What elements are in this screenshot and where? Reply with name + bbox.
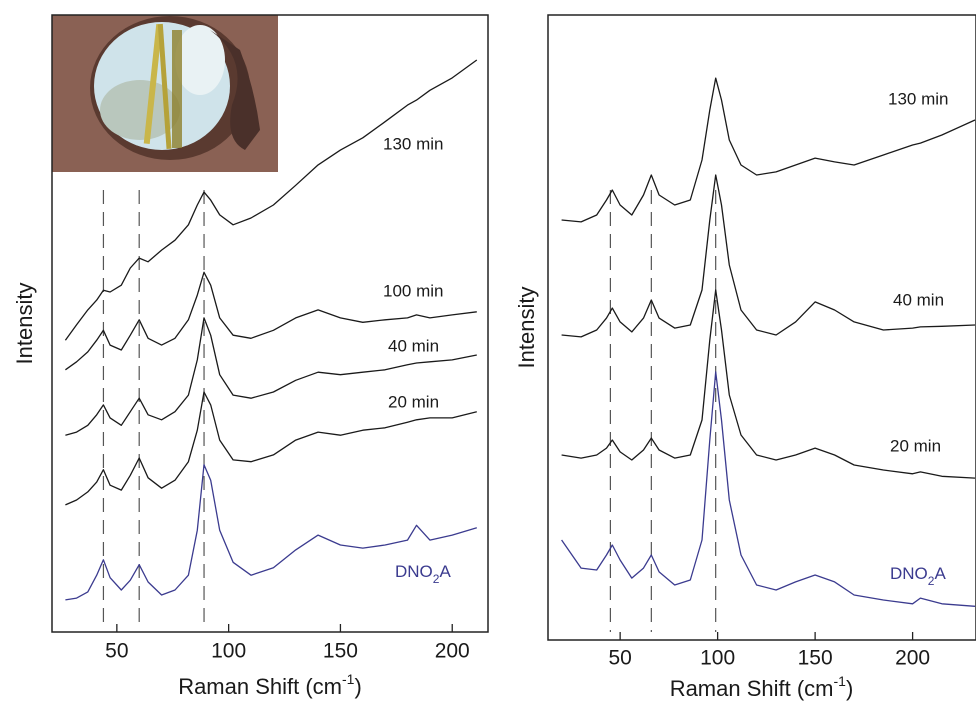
x-tick-label: 200 <box>435 640 470 663</box>
series-label-part: DNO <box>890 564 928 583</box>
y-axis-label: Intensity <box>514 287 539 369</box>
x-axis-label-part: Raman Shift (cm <box>670 676 834 701</box>
spectrum-line <box>65 317 477 436</box>
x-tick-label: 100 <box>700 647 735 670</box>
series-label: 40 min <box>893 290 944 309</box>
plot-frame <box>51 14 489 633</box>
inset-photo <box>52 15 278 172</box>
series-label: 130 min <box>888 89 948 108</box>
series-label-part: 2 <box>433 572 440 586</box>
spectrum-line <box>561 371 976 607</box>
series-label: 20 min <box>388 392 439 411</box>
x-tick-label: 150 <box>798 647 833 670</box>
spectrum-line <box>64 59 478 341</box>
x-tick-label: 200 <box>895 647 930 670</box>
series-label: 100 min <box>383 281 443 300</box>
x-axis-label-part: -1 <box>342 671 355 687</box>
series-label-part: 2 <box>928 574 935 588</box>
series-label-part: A <box>934 564 946 583</box>
series-label: DNO2A <box>395 562 451 586</box>
series-label: DNO2A <box>890 564 946 588</box>
spectrum-line <box>561 77 976 223</box>
series-label: 130 min <box>383 134 443 153</box>
x-tick-label: 50 <box>105 640 128 663</box>
plot-frame <box>547 14 976 641</box>
x-axis-label: Raman Shift (cm-1) <box>178 671 362 699</box>
x-tick-label: 100 <box>211 640 246 663</box>
spectrum-line <box>561 289 976 479</box>
spectrum-line <box>65 271 477 371</box>
x-axis-label-part: ) <box>846 676 853 701</box>
series-label: 20 min <box>890 436 941 455</box>
series-label: 40 min <box>388 336 439 355</box>
series-label-part: A <box>439 562 451 581</box>
series-label-part: DNO <box>395 562 433 581</box>
x-tick-label: 50 <box>608 647 631 670</box>
spectrum-line <box>65 391 477 506</box>
spectrum-line <box>561 174 976 338</box>
x-tick-label: 150 <box>323 640 358 663</box>
x-axis-label: Raman Shift (cm-1) <box>670 673 854 701</box>
spectrum-line <box>65 464 477 601</box>
x-axis-label-part: -1 <box>834 673 847 689</box>
x-axis-label-part: Raman Shift (cm <box>178 674 342 699</box>
y-axis-label: Intensity <box>12 283 37 365</box>
x-axis-label-part: ) <box>354 674 361 699</box>
